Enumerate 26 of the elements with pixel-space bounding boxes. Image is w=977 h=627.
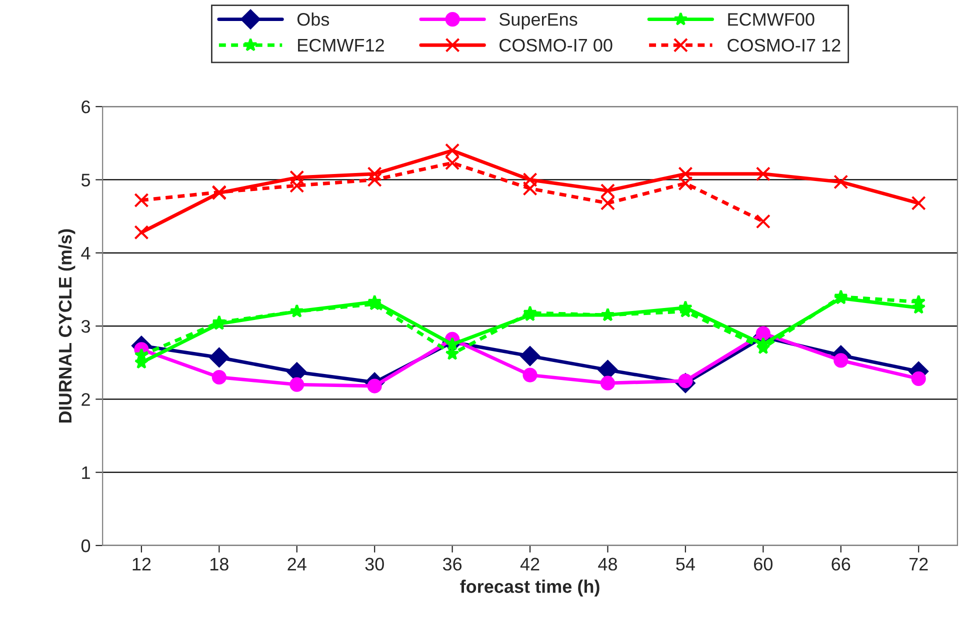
x-tick-label: 24 — [288, 558, 306, 570]
legend-label: COSMO-I7 12 — [728, 38, 840, 52]
y-tick-label: 2 — [82, 393, 90, 406]
x-axis-title: forecast time (h) — [460, 580, 600, 597]
x-tick-label: 36 — [442, 558, 462, 571]
x-tick-label: 30 — [365, 558, 384, 571]
legend-label: ECMWF12 — [298, 38, 384, 52]
legend-label: Obs — [297, 12, 330, 26]
x-tick-label: 72 — [909, 558, 928, 570]
x-tick-label: 60 — [754, 558, 773, 571]
legend-label: SuperEns — [499, 13, 578, 30]
y-tick-label: 6 — [82, 100, 90, 114]
x-tick-label: 54 — [676, 558, 695, 571]
x-tick-label: 42 — [520, 558, 540, 570]
legend-label: COSMO-I7 00 — [500, 38, 612, 52]
legend-label: ECMWF00 — [728, 13, 814, 26]
x-tick-label: 48 — [598, 558, 617, 571]
y-tick-label: 0 — [81, 539, 90, 552]
y-tick-label: 3 — [81, 320, 90, 333]
y-tick-label: 4 — [81, 247, 90, 260]
x-tick-label: 18 — [210, 558, 228, 571]
x-tick-label: 66 — [832, 558, 850, 571]
y-tick-label: 5 — [81, 174, 90, 186]
y-axis-title: DIURNAL CYCLE (m/s) — [58, 229, 76, 422]
y-tick-label: 1 — [82, 466, 90, 479]
x-tick-label: 12 — [132, 558, 151, 570]
